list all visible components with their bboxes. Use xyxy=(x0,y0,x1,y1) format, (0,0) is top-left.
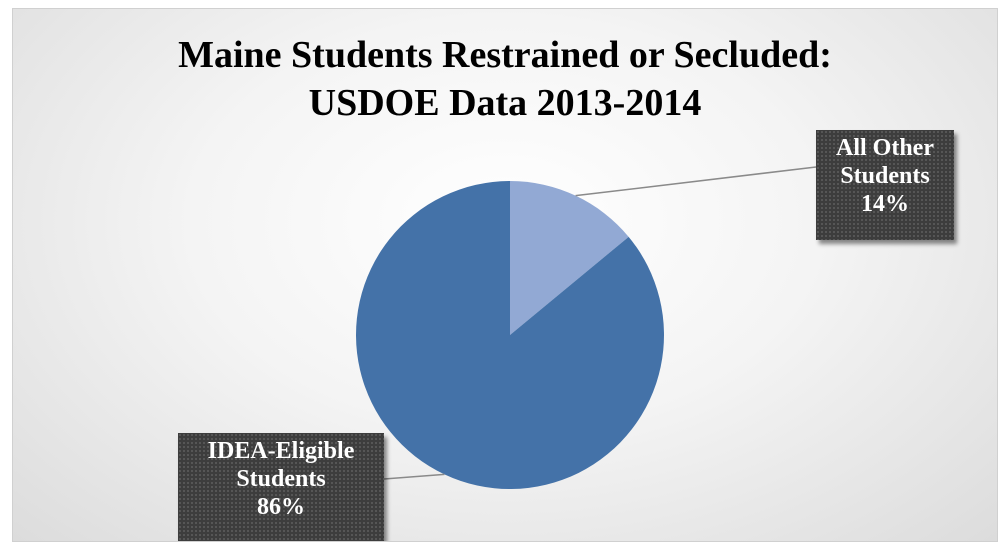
chart-title-line-1: Maine Students Restrained or Secluded: xyxy=(178,34,832,76)
leader-line-idea-eligible-students xyxy=(383,473,445,480)
pie-slice-all-other-students xyxy=(510,181,629,335)
pie-slices xyxy=(356,181,664,489)
data-label-idea-pct: 86% xyxy=(257,494,305,520)
data-label-idea-line1: IDEA-Eligible xyxy=(207,438,355,464)
data-label-idea-eligible-students: IDEA-Eligible Students 86% xyxy=(178,433,384,541)
leader-lines xyxy=(383,166,817,480)
pie-slice-idea-eligible-students xyxy=(356,181,664,489)
leader-line-all-other-students xyxy=(575,166,817,197)
data-label-all-other-students: All Other Students 14% xyxy=(816,130,954,240)
data-label-other-line2: Students xyxy=(840,163,930,189)
chart-title-line-2: USDOE Data 2013-2014 xyxy=(308,82,702,124)
data-label-other-line1: All Other xyxy=(836,135,934,161)
data-label-idea-line2: Students xyxy=(236,466,326,492)
chart-title: Maine Students Restrained or Secluded: U… xyxy=(13,31,997,127)
pie-chart xyxy=(356,166,817,489)
chart-area: Maine Students Restrained or Secluded: U… xyxy=(12,8,998,542)
data-label-other-pct: 14% xyxy=(861,191,909,217)
